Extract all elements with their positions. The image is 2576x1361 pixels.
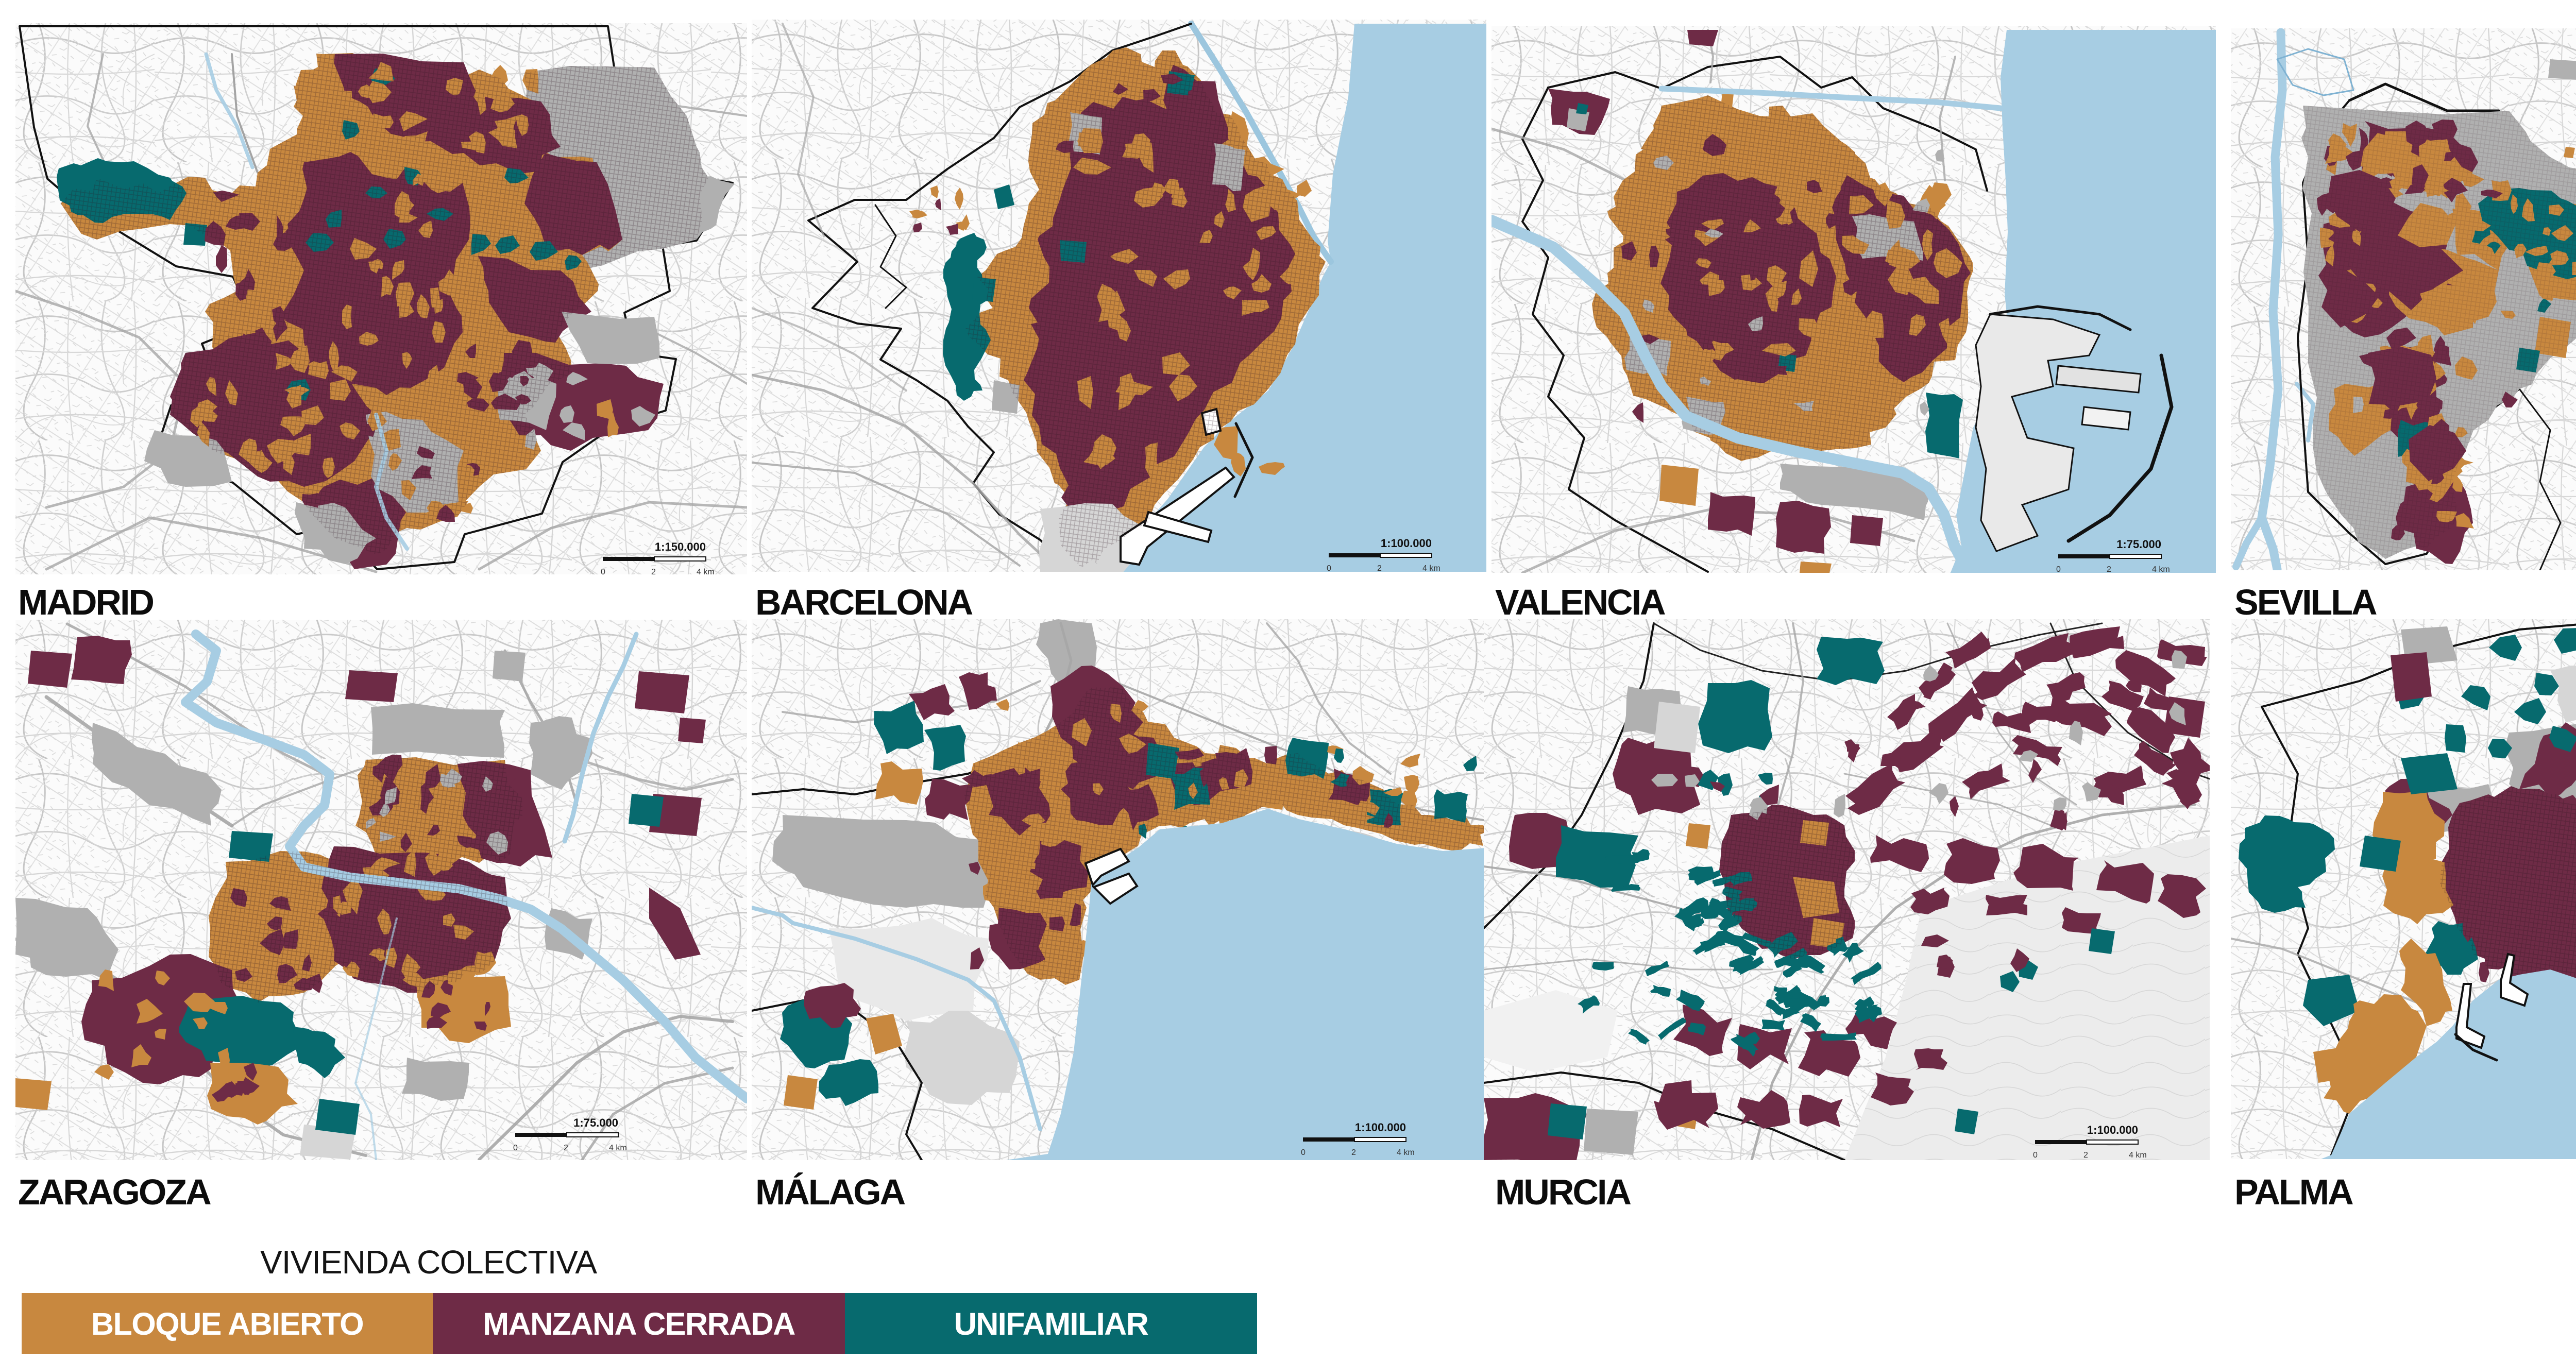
svg-text:UNIFAMILIAR: UNIFAMILIAR [954, 1306, 1148, 1341]
svg-text:0: 0 [2056, 565, 2061, 574]
svg-text:1:100.000: 1:100.000 [2087, 1124, 2138, 1136]
svg-text:0: 0 [601, 568, 605, 576]
svg-text:MURCIA: MURCIA [1495, 1172, 1631, 1212]
svg-text:0: 0 [1301, 1148, 1306, 1157]
svg-text:BARCELONA: BARCELONA [755, 582, 973, 622]
svg-text:1:75.000: 1:75.000 [2116, 538, 2161, 551]
svg-text:1:75.000: 1:75.000 [573, 1116, 618, 1129]
svg-text:VIVIENDA COLECTIVA: VIVIENDA COLECTIVA [260, 1244, 597, 1281]
svg-text:1:100.000: 1:100.000 [1381, 537, 1432, 550]
svg-text:2: 2 [1377, 564, 1382, 573]
svg-text:4 km: 4 km [609, 1144, 627, 1152]
svg-text:2: 2 [1351, 1148, 1356, 1157]
svg-text:ZARAGOZA: ZARAGOZA [18, 1172, 211, 1212]
svg-text:2: 2 [2083, 1151, 2088, 1160]
svg-text:VALENCIA: VALENCIA [1495, 582, 1665, 622]
svg-text:0: 0 [2033, 1151, 2038, 1160]
svg-text:1:150.000: 1:150.000 [655, 540, 706, 553]
svg-text:2: 2 [564, 1144, 568, 1152]
svg-text:2: 2 [651, 568, 656, 576]
svg-text:PALMA: PALMA [2234, 1172, 2353, 1212]
svg-text:MANZANA CERRADA: MANZANA CERRADA [483, 1306, 795, 1341]
svg-text:MÁLAGA: MÁLAGA [755, 1172, 905, 1212]
svg-text:4 km: 4 km [2129, 1151, 2147, 1160]
svg-text:2: 2 [2107, 565, 2111, 574]
svg-text:1:100.000: 1:100.000 [1355, 1121, 1406, 1134]
svg-text:4 km: 4 km [2152, 565, 2170, 574]
svg-text:MADRID: MADRID [18, 582, 153, 622]
svg-text:4 km: 4 km [697, 568, 715, 576]
svg-text:0: 0 [1327, 564, 1331, 573]
svg-text:4 km: 4 km [1397, 1148, 1415, 1157]
svg-text:0: 0 [513, 1144, 518, 1152]
svg-text:SEVILLA: SEVILLA [2234, 582, 2377, 622]
svg-text:4 km: 4 km [1422, 564, 1440, 573]
svg-text:BLOQUE ABIERTO: BLOQUE ABIERTO [91, 1306, 363, 1341]
